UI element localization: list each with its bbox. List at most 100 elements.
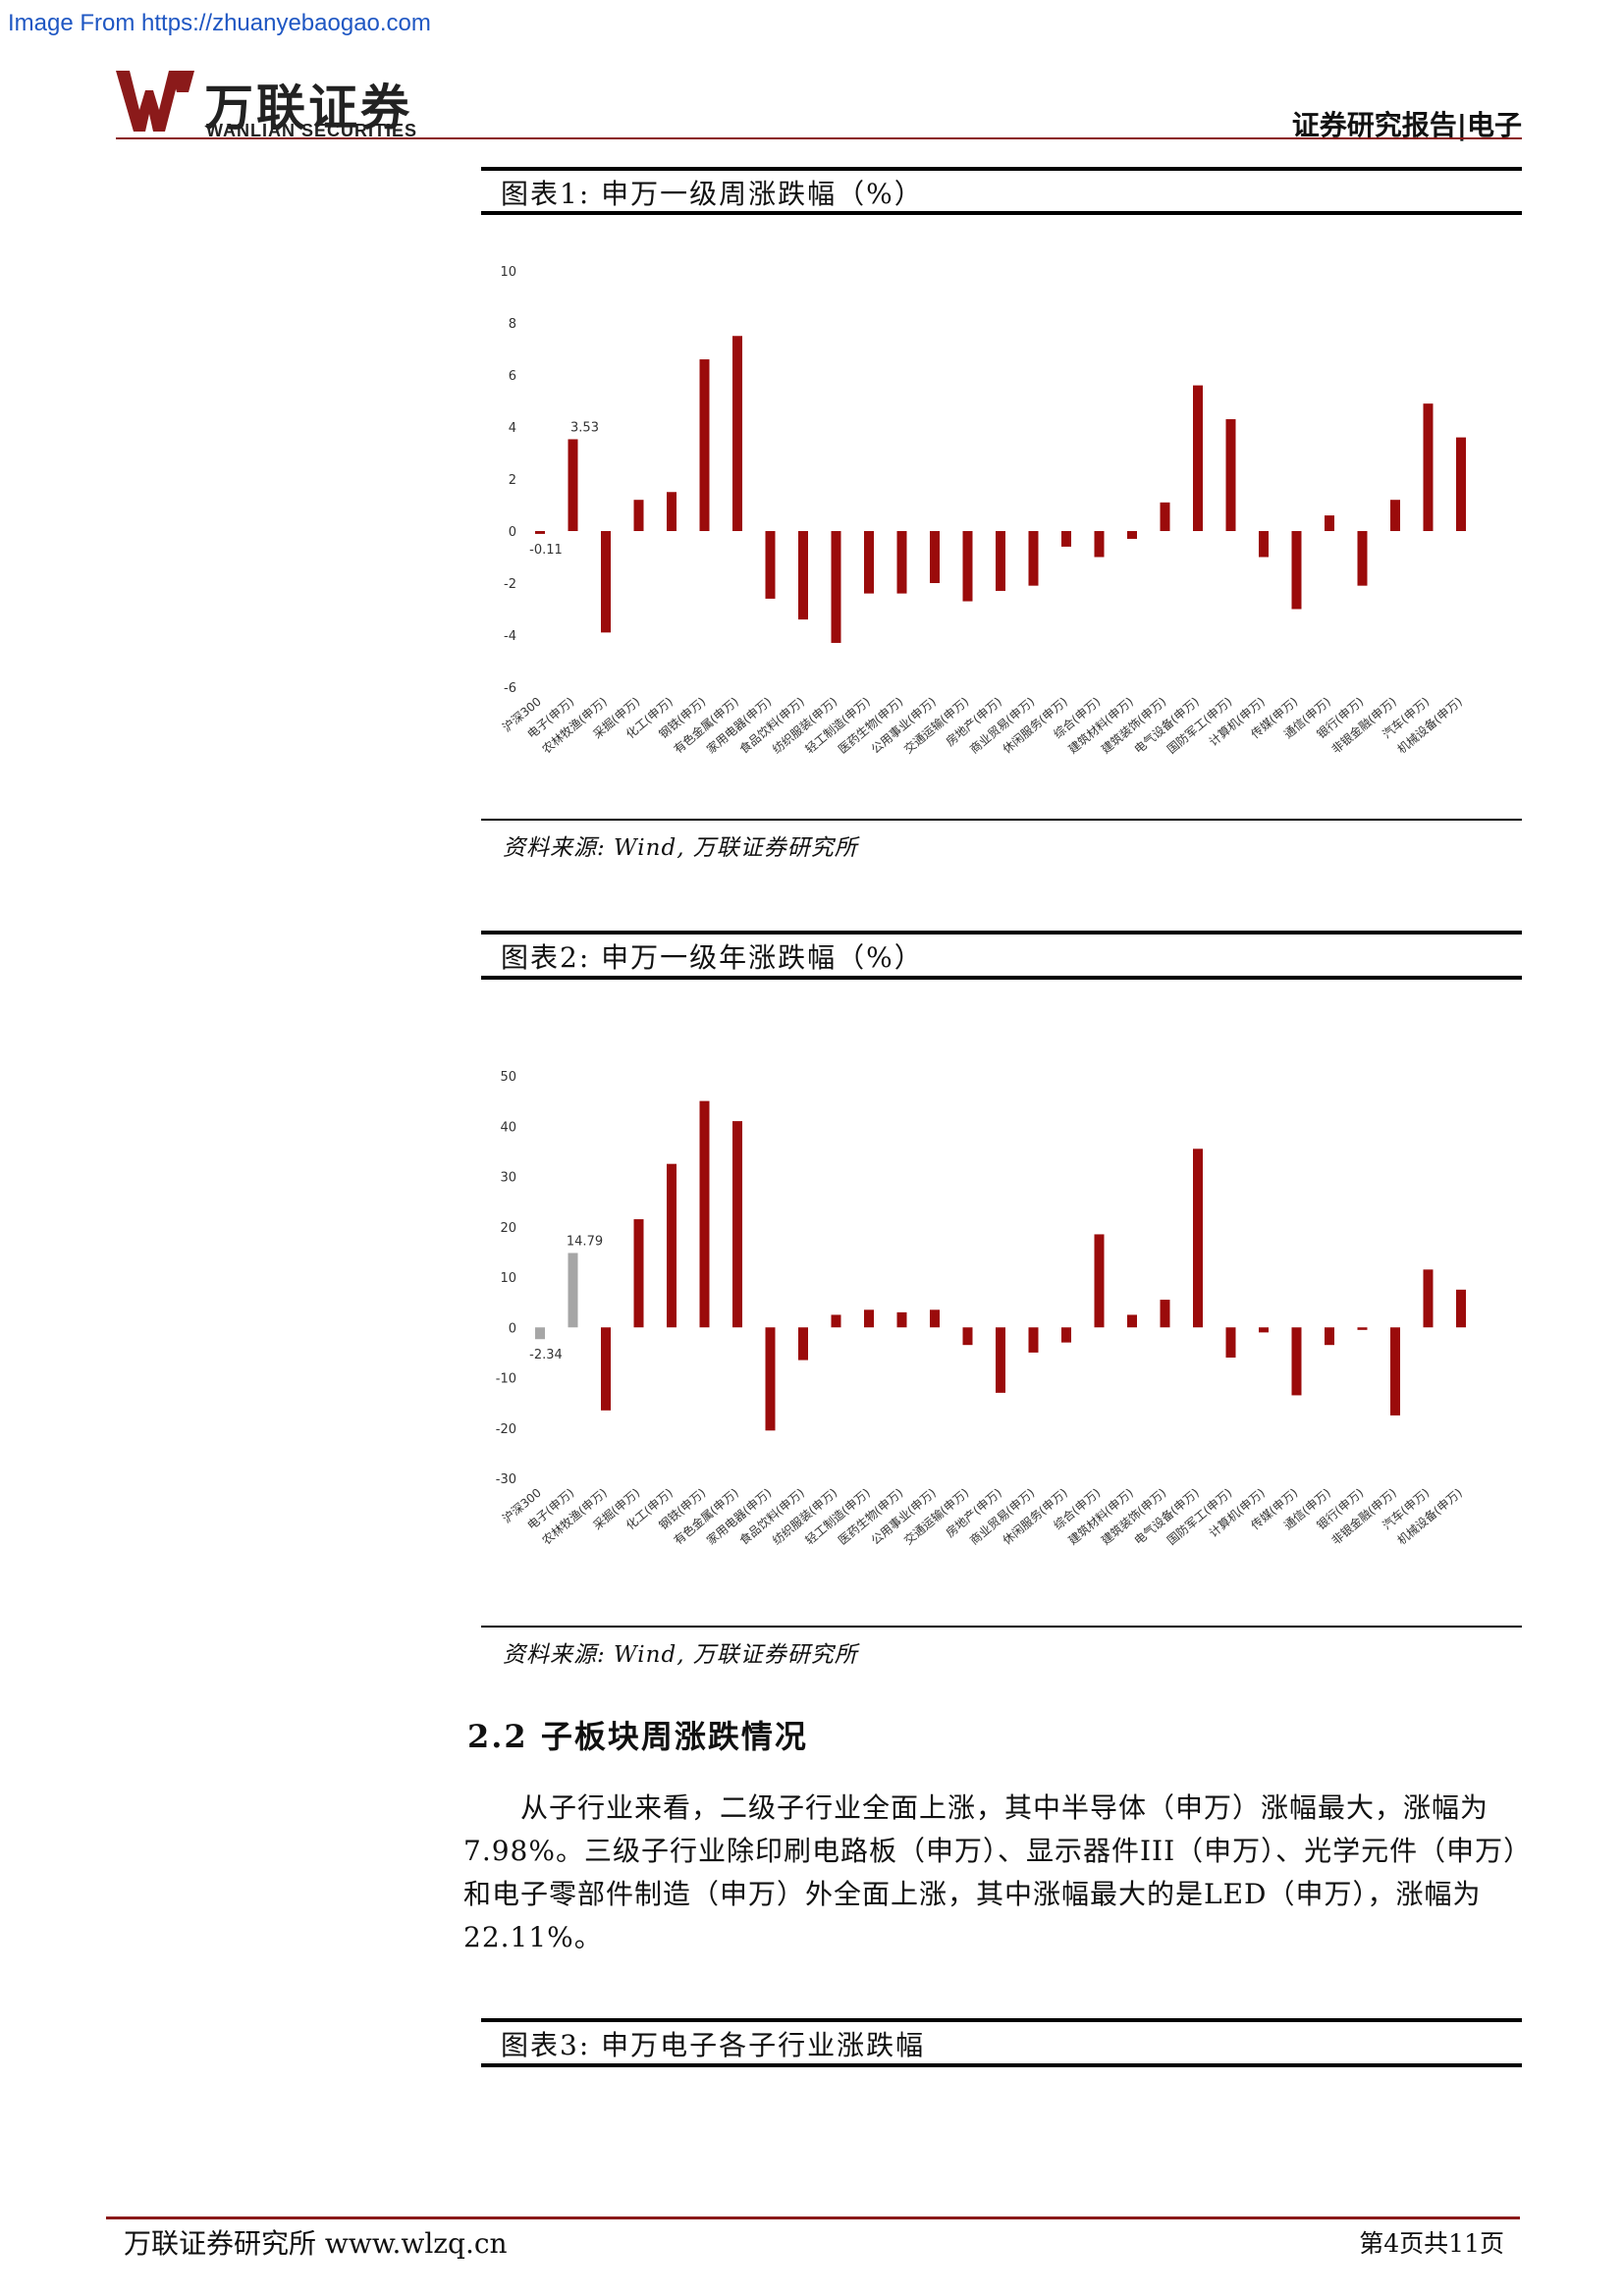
y-tick-label: 0: [509, 525, 516, 540]
bar: [568, 1253, 578, 1328]
figure3-top-rule: [481, 2018, 1522, 2022]
bar: [1225, 419, 1236, 531]
bar: [831, 531, 841, 643]
data-label: 3.53: [570, 420, 599, 435]
bar: [1357, 531, 1368, 586]
bar: [962, 531, 973, 602]
y-tick-label: 6: [509, 369, 516, 384]
bar: [1423, 403, 1434, 531]
bar: [633, 1219, 644, 1328]
bar: [1259, 1327, 1269, 1333]
bar: [667, 1163, 677, 1328]
bar: [1291, 1327, 1302, 1396]
bar: [732, 1121, 742, 1328]
paragraph-line: 从子行业来看，二级子行业全面上涨，其中半导体（申万）涨幅最大，涨幅为: [520, 1791, 1489, 1824]
bar: [699, 359, 710, 531]
bar: [1423, 1269, 1434, 1328]
bar: [1325, 1327, 1334, 1346]
figure3-title: 图表3: 申万电子各子行业涨跌幅: [501, 2029, 926, 2061]
bar: [996, 1327, 1005, 1393]
figure2-top-rule: [481, 931, 1522, 934]
y-tick-label: 30: [500, 1171, 516, 1186]
bar: [962, 1327, 973, 1346]
bar: [996, 531, 1005, 591]
section-heading: 2.2 子板块周涨跌情况: [467, 1718, 808, 1755]
bar: [765, 1327, 776, 1431]
bar: [1357, 1327, 1368, 1330]
paragraph-line: 7.98%。三级子行业除印刷电路板（申万）、显示器件III（申万）、光学元件（申…: [463, 1835, 1533, 1867]
bar: [1127, 1314, 1137, 1328]
y-tick-label: 0: [509, 1321, 516, 1336]
y-tick-label: 8: [509, 317, 516, 332]
bar: [1456, 437, 1466, 531]
bar: [798, 531, 808, 620]
logo-chinese-name: 万联证券: [204, 80, 412, 136]
figure2-title: 图表2: 申万一级年涨跌幅（%）: [501, 941, 924, 974]
y-tick-label: 4: [509, 421, 516, 436]
footer-org-website: 万联证券研究所 www.wlzq.cn: [124, 2227, 508, 2260]
bar: [633, 500, 644, 531]
y-tick-label: 50: [500, 1070, 516, 1085]
watermark-link[interactable]: Image From https://zhuanyebaogao.com: [8, 10, 431, 36]
bar: [1193, 1148, 1203, 1328]
y-tick-label: 20: [500, 1221, 516, 1236]
y-tick-label: 10: [500, 265, 516, 280]
figure1-chart: 1086420-2-4-6沪深300电子(申万)农林牧渔(申万)采掘(申万)化工…: [500, 265, 1466, 757]
figure2-chart: 50403020100-10-20-30沪深300电子(申万)农林牧渔(申万)采…: [496, 1070, 1466, 1548]
bar: [930, 1309, 940, 1328]
y-tick-label: -2: [504, 577, 516, 592]
bar: [1291, 531, 1302, 610]
bar: [1061, 531, 1071, 547]
figure1-title: 图表1: 申万一级周涨跌幅（%）: [501, 178, 924, 210]
data-label: -0.11: [529, 543, 563, 558]
bar: [535, 531, 545, 534]
bar: [601, 1327, 611, 1411]
paragraph-line: 22.11%。: [463, 1921, 603, 1953]
figure3-title-rule: [481, 2063, 1522, 2067]
figure1-title-rule: [481, 211, 1522, 215]
y-tick-label: -10: [496, 1372, 516, 1387]
figure2-title-rule: [481, 976, 1522, 980]
y-tick-label: 2: [509, 473, 516, 488]
bar: [765, 531, 776, 599]
bar: [1094, 531, 1105, 558]
wanlian-logo-icon: [116, 71, 194, 137]
report-type-label: 证券研究报告|电子: [1291, 109, 1522, 141]
y-tick-label: 40: [500, 1120, 516, 1135]
footer-divider: [106, 2216, 1520, 2219]
figure1-source-rule: [481, 819, 1522, 821]
bar: [699, 1100, 710, 1328]
bar: [601, 531, 611, 633]
figure1-top-rule: [481, 167, 1522, 171]
bar: [896, 531, 907, 594]
bar: [1061, 1327, 1071, 1343]
bar: [1028, 531, 1039, 586]
y-tick-label: -20: [496, 1422, 516, 1437]
bar: [568, 439, 578, 531]
bar: [1390, 1327, 1400, 1415]
bar: [1160, 1300, 1170, 1328]
bar: [1225, 1327, 1236, 1358]
bar: [1193, 385, 1203, 531]
y-tick-label: -30: [496, 1472, 516, 1487]
bar: [930, 531, 940, 583]
bar: [864, 531, 874, 594]
bar: [1325, 515, 1334, 531]
data-label: -2.34: [529, 1348, 563, 1362]
bar: [798, 1327, 808, 1361]
data-label: 14.79: [567, 1234, 603, 1249]
bar: [1259, 531, 1269, 558]
y-tick-label: -4: [504, 629, 516, 644]
bar: [1390, 500, 1400, 531]
bar: [864, 1309, 874, 1328]
bar: [1160, 502, 1170, 531]
bar: [896, 1311, 907, 1328]
y-tick-label: 10: [500, 1271, 516, 1286]
figure1-source: 资料来源: Wind, 万联证券研究所: [503, 835, 858, 861]
bar: [1028, 1327, 1039, 1353]
logo-english-name: WANLIAN SECURITIES: [206, 121, 418, 140]
header-divider: [116, 137, 1522, 139]
y-tick-label: -6: [504, 681, 516, 696]
bar: [667, 492, 677, 531]
bar: [1456, 1289, 1466, 1328]
